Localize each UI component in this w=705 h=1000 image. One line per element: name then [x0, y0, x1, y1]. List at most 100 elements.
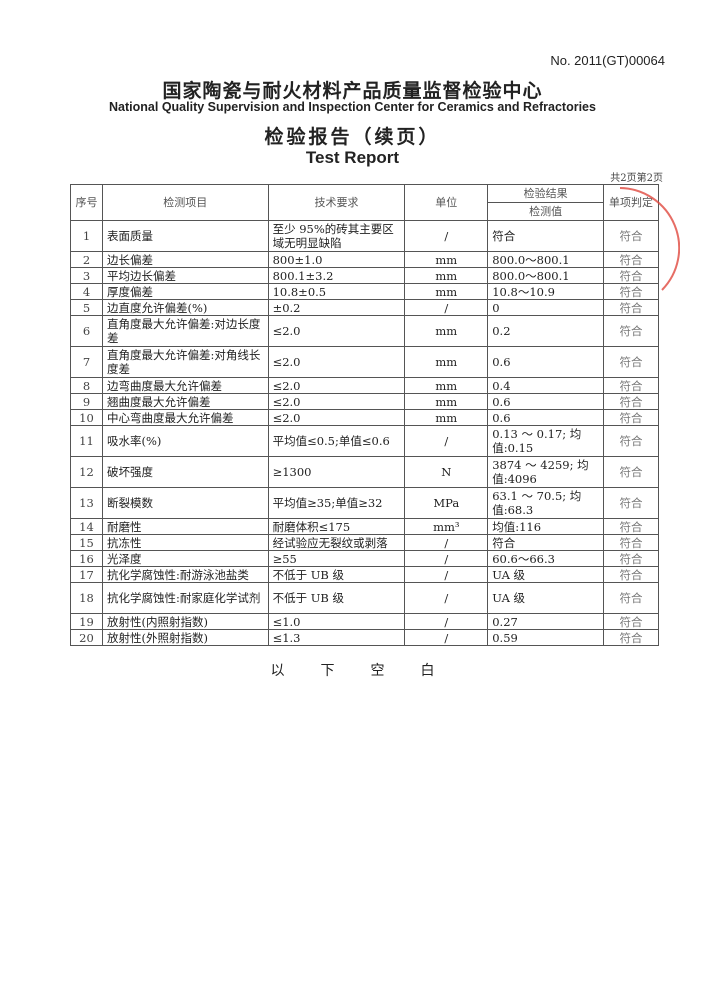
- table-row: 10 中心弯曲度最大允许偏差 ≤2.0 mm 0.6 符合: [70, 409, 659, 426]
- report-number: No. 2011(GT)00064: [550, 53, 665, 68]
- table-row: 7 直角度最大允许偏差:对角线长度差 ≤2.0 mm 0.6 符合: [70, 346, 659, 378]
- row-number: 16: [70, 550, 103, 567]
- measured-value: 63.1 ～ 70.5; 均值:68.3: [487, 487, 605, 519]
- test-item: 放射性(外照射指数): [101, 629, 269, 646]
- measured-value: 0.6: [487, 393, 605, 410]
- unit: mm: [404, 346, 489, 378]
- header-no: 序号: [70, 184, 103, 221]
- row-number: 9: [70, 393, 103, 410]
- unit: /: [404, 550, 489, 567]
- test-item: 平均边长偏差: [101, 267, 269, 284]
- verdict: 符合: [603, 283, 659, 300]
- unit: /: [404, 613, 489, 630]
- verdict: 符合: [603, 629, 659, 646]
- verdict: 符合: [603, 409, 659, 426]
- requirement: ≥55: [267, 550, 406, 567]
- measured-value: 0.59: [487, 629, 605, 646]
- requirement: ±0.2: [267, 299, 406, 316]
- verdict: 符合: [603, 518, 659, 535]
- header-result: 检验结果: [487, 184, 605, 203]
- verdict: 符合: [603, 393, 659, 410]
- row-number: 11: [70, 425, 103, 457]
- measured-value: 800.0～800.1: [487, 251, 605, 268]
- unit: MPa: [404, 487, 489, 519]
- requirement: 平均值≤0.5;单值≤0.6: [267, 425, 406, 457]
- test-item: 抗冻性: [101, 534, 269, 551]
- unit: mm: [404, 377, 489, 394]
- verdict: 符合: [603, 566, 659, 583]
- unit: mm³: [404, 518, 489, 535]
- verdict: 符合: [603, 550, 659, 567]
- table-row: 4 厚度偏差 10.8±0.5 mm 10.8～10.9 符合: [70, 283, 659, 300]
- requirement: 10.8±0.5: [267, 283, 406, 300]
- row-number: 20: [70, 629, 103, 646]
- test-item: 中心弯曲度最大允许偏差: [101, 409, 269, 426]
- verdict: 符合: [603, 425, 659, 457]
- requirement: ≤2.0: [267, 393, 406, 410]
- requirement: 经试验应无裂纹或剥落: [267, 534, 406, 551]
- requirement: 800.1±3.2: [267, 267, 406, 284]
- requirement: 800±1.0: [267, 251, 406, 268]
- center-name-cn: 国家陶瓷与耐火材料产品质量监督检验中心: [162, 80, 543, 102]
- test-item: 破坏强度: [101, 456, 269, 488]
- row-number: 2: [70, 251, 103, 268]
- test-item: 直角度最大允许偏差:对边长度差: [101, 315, 269, 347]
- table-row: 6 直角度最大允许偏差:对边长度差 ≤2.0 mm 0.2 符合: [70, 315, 659, 347]
- unit: /: [404, 220, 489, 252]
- row-number: 17: [70, 566, 103, 583]
- footer-char: 下: [320, 663, 335, 679]
- table-row: 1 表面质量 至少 95%的砖其主要区域无明显缺陷 / 符合 符合: [70, 220, 659, 252]
- measured-value: 0.4: [487, 377, 605, 394]
- verdict: 符合: [603, 456, 659, 488]
- footer-char: 以: [270, 663, 285, 679]
- footer-char: 空: [370, 663, 385, 679]
- test-item: 边直度允许偏差(%): [101, 299, 269, 316]
- test-item: 耐磨性: [101, 518, 269, 535]
- unit: /: [404, 582, 489, 614]
- verdict: 符合: [603, 220, 659, 252]
- row-number: 5: [70, 299, 103, 316]
- measured-value: 0.6: [487, 409, 605, 426]
- row-number: 10: [70, 409, 103, 426]
- unit: N: [404, 456, 489, 488]
- results-table: 序号 检测项目 技术要求 单位 检验结果 单项判定 检测值 1 表面质量 至少 95…: [70, 184, 659, 646]
- unit: /: [404, 629, 489, 646]
- unit: mm: [404, 393, 489, 410]
- table-row: 11 吸水率(%) 平均值≤0.5;单值≤0.6/0.13 ～ 0.17; 均值:0…: [70, 425, 659, 457]
- requirement: 不低于 UB 级: [267, 566, 406, 583]
- test-item: 边弯曲度最大允许偏差: [101, 377, 269, 394]
- measured-value: 0.2: [487, 315, 605, 347]
- table-row: 13 断裂模数 平均值≥35;单值≥32 MPa 63.1 ～ 70.5; 均值:68.…: [70, 487, 659, 519]
- verdict: 符合: [603, 487, 659, 519]
- test-item: 断裂模数: [101, 487, 269, 519]
- row-number: 19: [70, 613, 103, 630]
- unit: mm: [404, 251, 489, 268]
- test-item: 光泽度: [101, 550, 269, 567]
- unit: /: [404, 534, 489, 551]
- table-row: 5 边直度允许偏差(%) ±0.2/0 符合: [70, 299, 659, 316]
- table-row: 17 抗化学腐蚀性:耐游泳池盐类 不低于 UB 级 / UA 级符合: [70, 566, 659, 583]
- header-measured: 检测值: [487, 202, 605, 221]
- test-item: 抗化学腐蚀性:耐家庭化学试剂: [101, 582, 269, 614]
- row-number: 18: [70, 582, 103, 614]
- measured-value: 0.27: [487, 613, 605, 630]
- requirement: ≤1.0: [267, 613, 406, 630]
- measured-value: UA 级: [487, 566, 605, 583]
- footer-char: 白: [420, 663, 435, 679]
- header-verdict: 单项判定: [603, 184, 659, 221]
- test-item: 厚度偏差: [101, 283, 269, 300]
- requirement: 不低于 UB 级: [267, 582, 406, 614]
- requirement: 耐磨体积≤175: [267, 518, 406, 535]
- table-row: 18 抗化学腐蚀性:耐家庭化学试剂 不低于 UB 级 / UA 级符合: [70, 582, 659, 614]
- row-number: 8: [70, 377, 103, 394]
- measured-value: UA 级: [487, 582, 605, 614]
- unit: mm: [404, 409, 489, 426]
- report-title-en: Test Report: [305, 148, 400, 167]
- test-item: 抗化学腐蚀性:耐游泳池盐类: [101, 566, 269, 583]
- unit: mm: [404, 315, 489, 347]
- unit: /: [404, 299, 489, 316]
- row-number: 14: [70, 518, 103, 535]
- test-item: 翘曲度最大允许偏差: [101, 393, 269, 410]
- verdict: 符合: [603, 613, 659, 630]
- test-item: 表面质量: [101, 220, 269, 252]
